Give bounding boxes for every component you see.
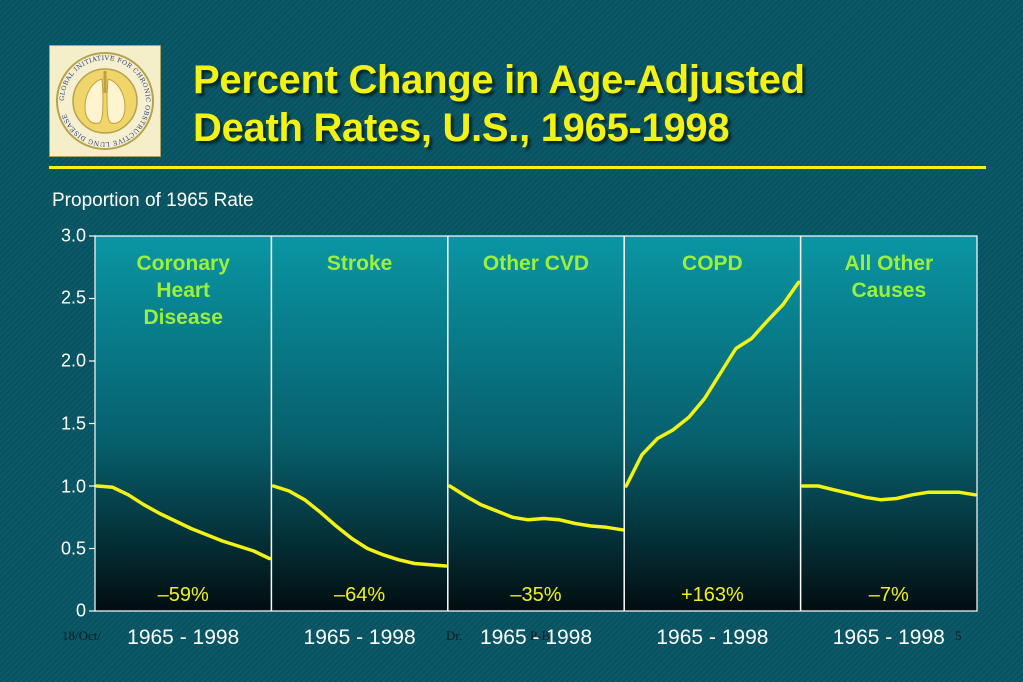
percent-change-label: –59% bbox=[158, 584, 209, 606]
panel-category-label: Stroke bbox=[327, 252, 392, 275]
page-title-line1: Percent Change in Age-Adjusted bbox=[193, 58, 805, 102]
series-line bbox=[800, 484, 977, 502]
x-period-label: 1965 - 1998 bbox=[656, 626, 768, 649]
title-underline bbox=[49, 166, 986, 169]
series-line bbox=[448, 484, 624, 532]
panel-category-label-line: COPD bbox=[682, 252, 743, 275]
x-period-label: 1965 - 1998 bbox=[833, 626, 945, 649]
series-line bbox=[271, 484, 448, 568]
y-axis-label: Proportion of 1965 Rate bbox=[52, 190, 254, 211]
panel-category-label-line: Disease bbox=[143, 306, 222, 329]
y-tick-label: 2.0 bbox=[60, 350, 86, 371]
footer-page-number: 5 bbox=[955, 628, 962, 643]
y-tick-label: 0 bbox=[75, 600, 86, 621]
x-period-label: 1965 - 1998 bbox=[480, 626, 592, 649]
y-tick-label: 3.0 bbox=[60, 225, 86, 246]
y-tick-label: 0.5 bbox=[60, 538, 86, 559]
footer-mid: P-B bbox=[530, 628, 551, 643]
panel-category-label-line: Causes bbox=[851, 279, 926, 302]
series-line bbox=[624, 280, 801, 488]
y-tick-label: 1.0 bbox=[60, 476, 86, 497]
panel-category-label: COPD bbox=[682, 252, 743, 275]
panel-category-label: Other CVD bbox=[483, 252, 589, 275]
plot-border bbox=[94, 235, 978, 612]
panel-category-label-line: All Other bbox=[844, 252, 933, 275]
percent-change-label: –35% bbox=[510, 584, 561, 606]
x-period-label: 1965 - 1998 bbox=[127, 626, 239, 649]
percent-change-label: –64% bbox=[334, 584, 385, 606]
footer-author: Dr. bbox=[446, 628, 463, 643]
plot-background bbox=[95, 236, 977, 611]
panel-category-label-line: Stroke bbox=[327, 252, 392, 275]
panel-category-label: Coronary Heart Disease bbox=[137, 252, 231, 329]
y-tick-label: 1.5 bbox=[60, 413, 86, 434]
panel-category-label-line: Heart bbox=[156, 279, 210, 302]
page-title-line2: Death Rates, U.S., 1965-1998 bbox=[193, 106, 730, 150]
percent-change-label: +163% bbox=[681, 584, 744, 606]
footer-date: 18/Oct/ bbox=[62, 628, 101, 643]
x-period-label: 1965 - 1998 bbox=[304, 626, 416, 649]
percent-change-label: –7% bbox=[869, 584, 909, 606]
panel-category-label-line: Coronary bbox=[137, 252, 231, 275]
gold-logo: GLOBAL INITIATIVE FOR CHRONIC OBSTRUCTIV… bbox=[49, 45, 161, 157]
panel-category-label-line: Other CVD bbox=[483, 252, 589, 275]
y-tick-label: 2.5 bbox=[60, 287, 86, 308]
series-line bbox=[95, 484, 272, 561]
panel-category-label: All Other Causes bbox=[844, 252, 933, 302]
